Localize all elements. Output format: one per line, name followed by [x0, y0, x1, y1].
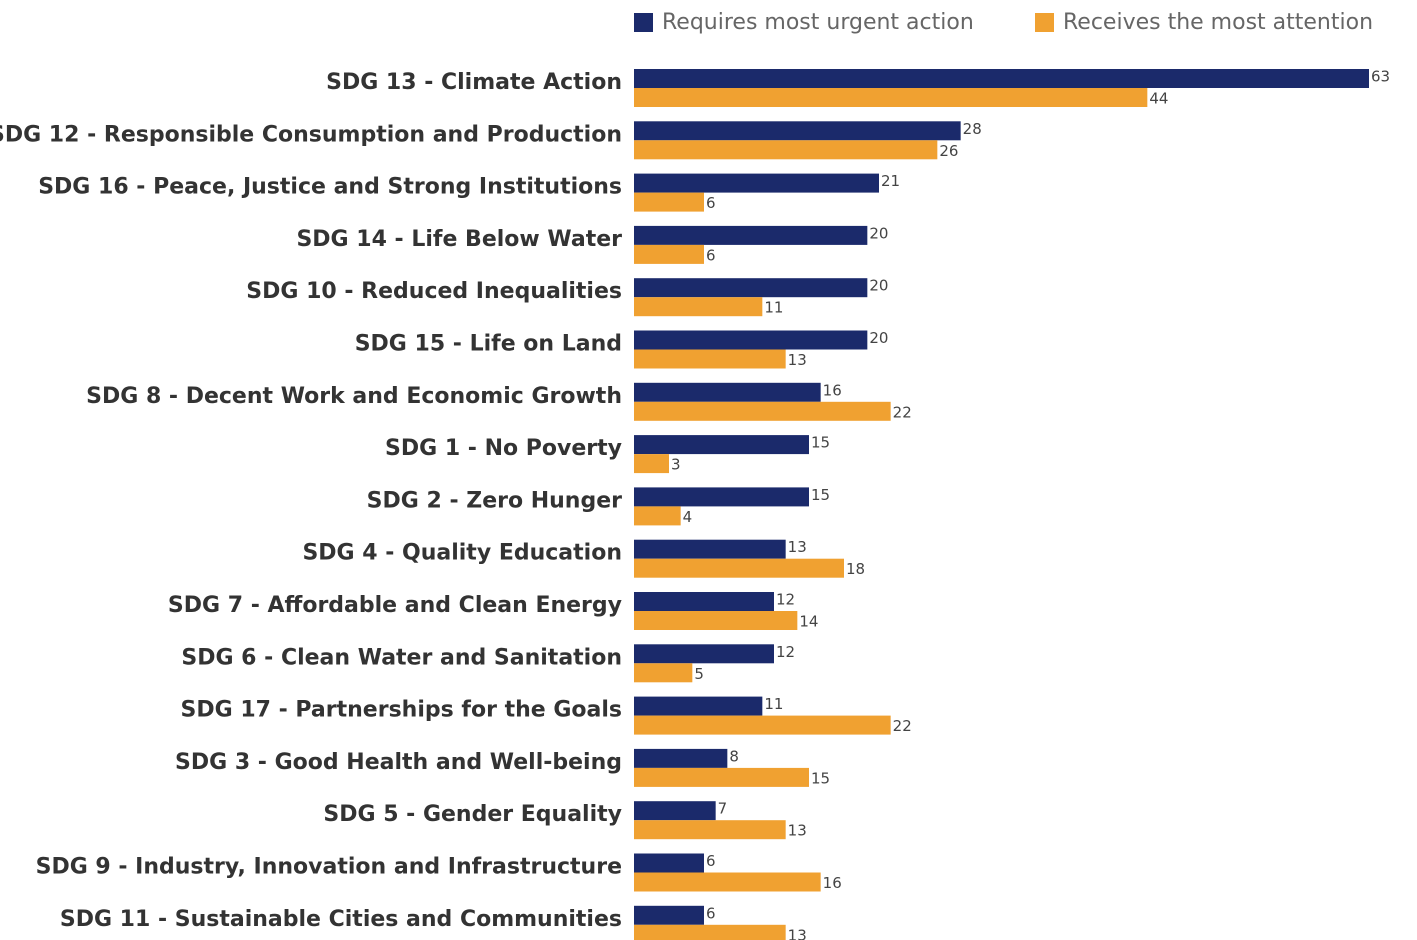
value-label: 44 [1149, 90, 1168, 108]
bar [634, 69, 1369, 88]
bar [634, 382, 821, 402]
value-label: 18 [846, 560, 865, 578]
category-label: SDG 1 - No Poverty [385, 436, 622, 461]
value-label: 12 [776, 591, 795, 609]
legend-label: Receives the most attention [1063, 10, 1373, 35]
bar [634, 454, 669, 474]
bar [634, 611, 798, 630]
category-label: SDG 16 - Peace, Justice and Strong Insti… [38, 175, 622, 200]
bar [634, 767, 809, 787]
bar [634, 330, 868, 350]
value-label: 15 [811, 486, 830, 504]
value-label: 4 [683, 508, 693, 526]
bar [634, 435, 809, 455]
category-label: SDG 15 - Life on Land [355, 332, 622, 357]
bar [634, 88, 1148, 107]
value-label: 22 [893, 403, 912, 421]
value-label: 15 [811, 434, 830, 452]
category-label: SDG 5 - Gender Equality [323, 802, 622, 827]
bar [634, 297, 763, 317]
bar [634, 820, 786, 840]
value-label: 15 [811, 769, 830, 787]
bar [634, 663, 693, 683]
value-label: 16 [823, 381, 842, 399]
value-label: 63 [1371, 68, 1390, 86]
value-label: 21 [881, 172, 900, 190]
bar [634, 121, 961, 141]
bar [634, 905, 704, 925]
value-label: 13 [788, 351, 807, 369]
value-label: 12 [776, 643, 795, 661]
value-label: 20 [869, 224, 888, 242]
value-label: 7 [718, 800, 728, 818]
value-label: 22 [893, 717, 912, 735]
bar [634, 715, 891, 735]
bar [634, 192, 704, 212]
category-label: SDG 11 - Sustainable Cities and Communit… [60, 907, 622, 932]
category-label: SDG 4 - Quality Education [302, 541, 622, 566]
value-label: 11 [764, 695, 783, 713]
category-label: SDG 6 - Clean Water and Sanitation [181, 645, 622, 670]
category-label: SDG 3 - Good Health and Well-being [175, 750, 622, 775]
category-label: SDG 12 - Responsible Consumption and Pro… [0, 122, 622, 147]
legend-label: Requires most urgent action [662, 10, 974, 35]
bar [634, 225, 868, 245]
legend-swatch [1035, 13, 1054, 32]
bar [634, 506, 681, 526]
category-label: SDG 14 - Life Below Water [296, 227, 622, 252]
bar [634, 173, 879, 193]
value-label: 13 [788, 926, 807, 940]
category-label: SDG 9 - Industry, Innovation and Infrast… [36, 855, 622, 880]
value-label: 28 [963, 120, 982, 138]
bar [634, 539, 786, 559]
value-label: 3 [671, 456, 681, 474]
bar [634, 244, 704, 264]
value-label: 20 [869, 277, 888, 295]
value-label: 6 [706, 852, 716, 870]
bar [634, 140, 938, 160]
bar [634, 558, 844, 578]
value-label: 11 [764, 299, 783, 317]
legend-swatch [634, 13, 653, 32]
value-label: 6 [706, 194, 716, 212]
category-label: SDG 10 - Reduced Inequalities [246, 279, 622, 304]
category-label: SDG 17 - Partnerships for the Goals [181, 698, 622, 723]
bar [634, 487, 809, 507]
category-label: SDG 2 - Zero Hunger [367, 488, 622, 513]
value-label: 5 [694, 665, 704, 683]
value-label: 13 [788, 822, 807, 840]
bar [634, 278, 868, 298]
value-label: 20 [869, 329, 888, 347]
bar [634, 592, 774, 611]
category-label: SDG 7 - Affordable and Clean Energy [168, 593, 622, 618]
bar [634, 872, 821, 892]
value-label: 26 [939, 142, 958, 160]
value-label: 8 [729, 747, 739, 765]
bar [634, 748, 728, 768]
bar [634, 401, 891, 421]
value-label: 6 [706, 904, 716, 922]
value-label: 13 [788, 538, 807, 556]
value-label: 16 [823, 874, 842, 892]
bar [634, 696, 763, 716]
value-label: 6 [706, 246, 716, 264]
value-label: 14 [799, 613, 818, 631]
bar [634, 644, 774, 664]
category-label: SDG 8 - Decent Work and Economic Growth [86, 384, 622, 409]
bar [634, 349, 786, 369]
bar [634, 853, 704, 873]
bar [634, 801, 716, 821]
category-label: SDG 13 - Climate Action [326, 70, 622, 95]
bar [634, 924, 786, 940]
